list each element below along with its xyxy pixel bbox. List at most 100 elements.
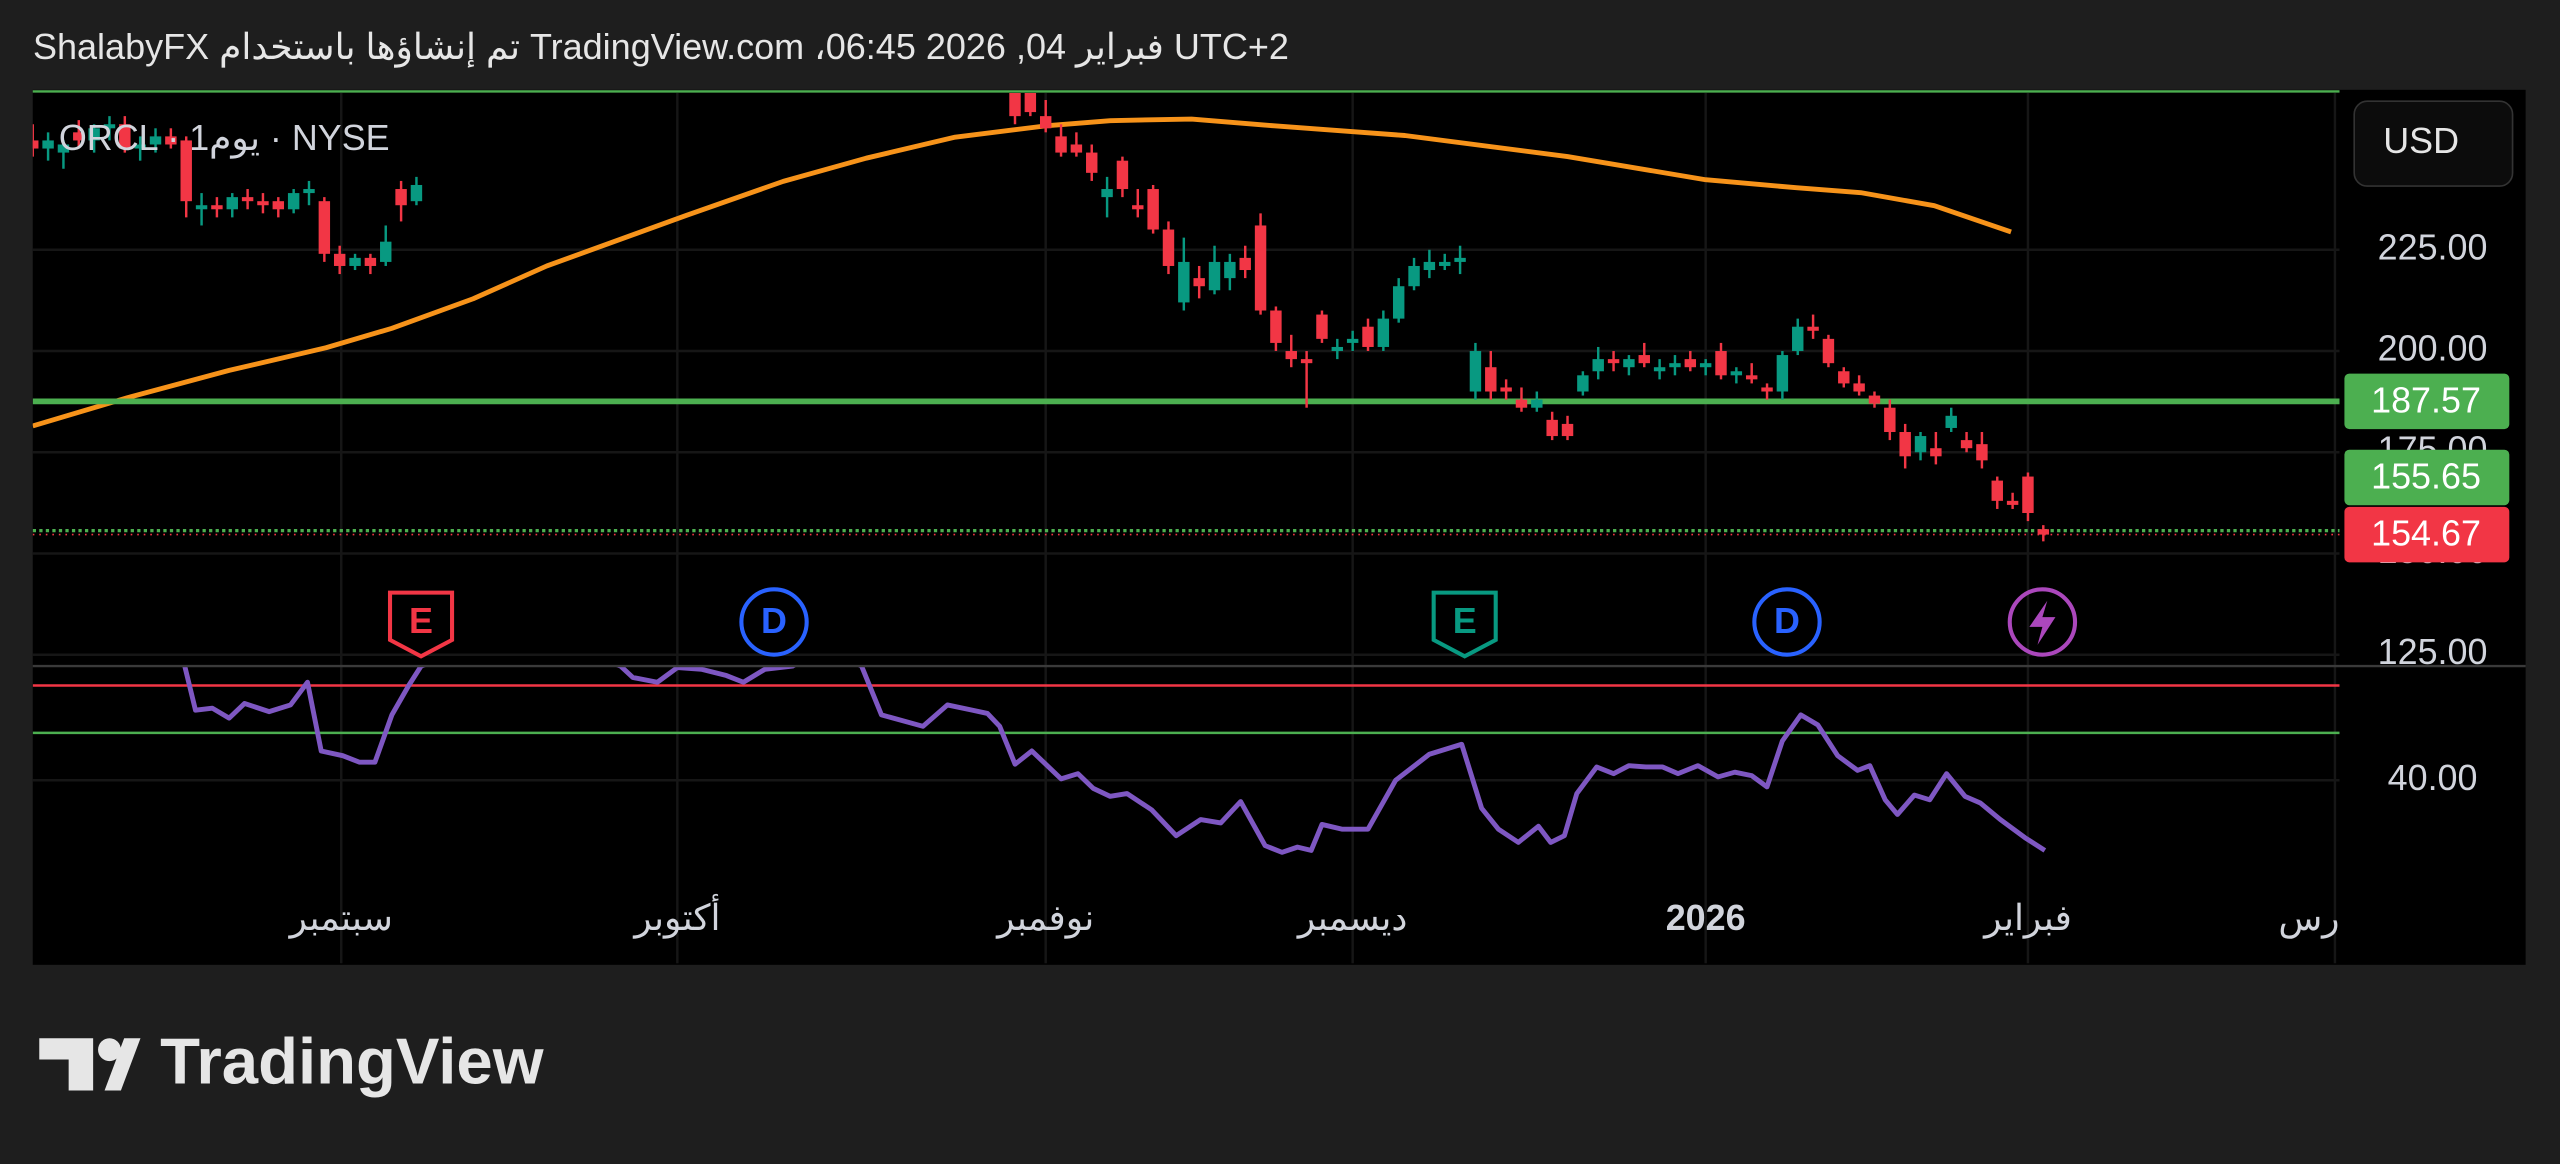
event-shape	[387, 590, 455, 659]
chart-area	[32, 89, 2526, 965]
event-shape	[1752, 587, 1822, 657]
candle-body	[349, 257, 361, 266]
candle-body	[1853, 383, 1865, 392]
candle-body	[180, 140, 192, 202]
rsi-line	[182, 666, 2047, 855]
candle-body	[1838, 371, 1850, 384]
candle-body	[1454, 257, 1466, 262]
brand: TradingView	[160, 1024, 544, 1097]
candle-body	[1976, 444, 1988, 461]
candle-body	[318, 201, 331, 254]
candle-body	[134, 144, 146, 149]
split-icon	[2007, 587, 2078, 657]
candle-body	[103, 124, 116, 129]
candle-body	[1208, 261, 1221, 291]
candle-body	[32, 140, 39, 149]
candle-body	[1224, 261, 1236, 279]
candle-body	[1193, 278, 1205, 287]
candle-body	[1669, 363, 1681, 368]
candle-body	[380, 241, 392, 262]
candle-body	[1285, 351, 1297, 360]
moving-average	[32, 116, 2012, 429]
event-marker: D	[739, 587, 809, 657]
event-shape	[739, 587, 809, 657]
x-tick-label: ديسمبر	[1296, 897, 1407, 939]
event-label: D	[761, 600, 787, 641]
price-badge-label: 155.65	[2371, 456, 2481, 497]
candle-body	[226, 197, 238, 210]
x-tick-label: رس	[2278, 897, 2339, 939]
candle-body	[1884, 407, 1896, 433]
x-tick-label: 2026	[1666, 897, 1746, 938]
candle-body	[1116, 160, 1129, 190]
currency-button[interactable]	[2353, 100, 2514, 187]
y-tick-label: 225.00	[2378, 226, 2488, 267]
candle-body	[1039, 116, 1052, 129]
candle-body	[1623, 359, 1635, 368]
candle-body	[1653, 367, 1666, 372]
candle-body	[1761, 387, 1773, 392]
candle-body	[1730, 371, 1743, 376]
candle-body	[1776, 355, 1789, 392]
candle-body	[1899, 432, 1911, 457]
candle-body	[1745, 375, 1758, 380]
candle-body	[1607, 359, 1620, 364]
x-tick-label: نوفمبر	[995, 897, 1094, 939]
event-marker: E	[1431, 590, 1498, 659]
candle-body	[1822, 338, 1835, 364]
candle-body	[1147, 189, 1159, 230]
x-tick-label: فبراير	[1982, 897, 2072, 939]
candle-body	[257, 201, 269, 206]
candle-body	[1792, 326, 1804, 352]
candle-body	[1178, 261, 1190, 303]
candle-body	[211, 205, 223, 210]
candle-body	[2006, 500, 2019, 505]
price-badge-label: 187.57	[2371, 379, 2481, 420]
candle-body	[73, 132, 85, 141]
candle-body	[1561, 423, 1574, 437]
candle-body	[1930, 448, 1942, 457]
candle-body	[1162, 229, 1175, 266]
event-marker: E	[387, 590, 455, 659]
candle-body	[1009, 93, 1021, 117]
candle-body	[57, 144, 70, 153]
candle-body	[2037, 529, 2050, 535]
candle-body	[241, 197, 254, 202]
candle-body	[1500, 387, 1512, 392]
candle-body	[1086, 152, 1098, 173]
candle-body	[2022, 476, 2034, 514]
candle-body	[165, 136, 177, 145]
candle-body	[1684, 359, 1697, 368]
currency-label[interactable]: USD	[2383, 120, 2459, 161]
candle-body	[395, 189, 407, 206]
candle-body	[1392, 286, 1405, 319]
candle-body	[1914, 436, 1927, 453]
candle-body	[1408, 265, 1420, 287]
candle-body	[195, 205, 208, 210]
candle-body	[1070, 144, 1083, 153]
candle-body	[1469, 351, 1482, 392]
candle-body	[1132, 205, 1144, 210]
candle-body	[1254, 225, 1267, 311]
price-badge	[2344, 373, 2510, 430]
candle-body	[1592, 359, 1604, 372]
candle-body	[1991, 480, 2003, 501]
candle-body	[1024, 93, 1037, 113]
event-marker: D	[1752, 587, 1822, 657]
candle-body	[1531, 399, 1543, 408]
candle-body	[272, 201, 285, 210]
candle-body	[1423, 261, 1436, 271]
candle-body	[1868, 395, 1881, 404]
price-badge	[2344, 506, 2510, 563]
logo	[39, 1038, 141, 1091]
y-tick-label: 40.00	[2388, 757, 2478, 798]
x-tick-label: أكتوبر	[632, 893, 720, 939]
candle-body	[1055, 136, 1067, 153]
x-tick-label: سبتمبر	[288, 897, 393, 939]
candle-body	[1715, 351, 1727, 376]
candle-body	[119, 124, 131, 149]
candle-body	[1346, 338, 1359, 343]
price-badge-label: 154.67	[2371, 513, 2481, 554]
